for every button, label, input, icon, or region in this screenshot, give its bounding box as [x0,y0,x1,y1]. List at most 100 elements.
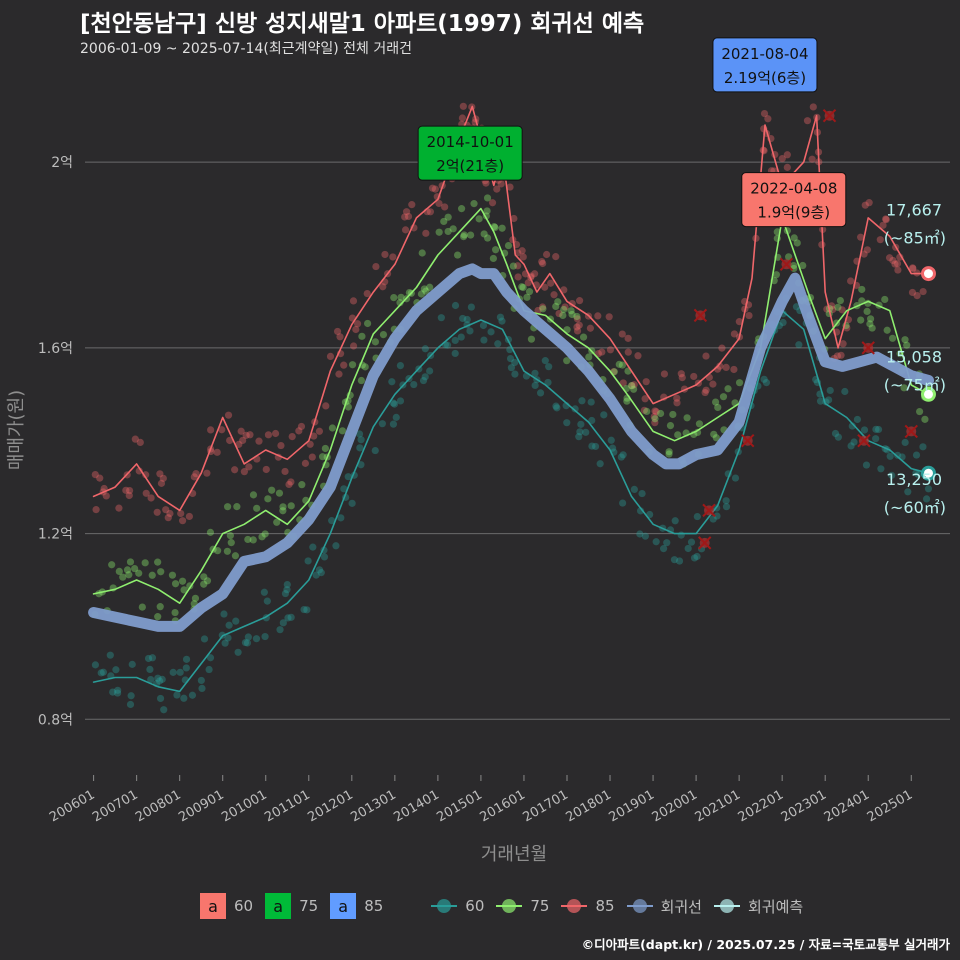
transaction-point [225,621,233,629]
transaction-point [160,706,168,714]
transaction-point [480,230,488,238]
transaction-point [860,426,869,434]
transaction-point [322,402,330,410]
transaction-point [304,557,312,565]
transaction-point [428,184,437,192]
transaction-point [919,443,927,451]
transaction-point [234,648,242,656]
transaction-point [168,571,177,579]
transaction-point [863,246,871,254]
transaction-point [675,557,684,565]
transaction-point [233,503,241,511]
transaction-point [607,436,615,444]
transaction-point [559,311,567,320]
transaction-point [578,397,586,405]
transaction-point [541,357,549,365]
transaction-point [687,538,696,546]
series-line-60 [92,309,930,693]
annotation-date: 2014-10-01 [427,133,514,151]
transaction-point [127,692,135,700]
transaction-point [182,664,190,672]
transaction-point [843,324,851,332]
transaction-point [273,518,281,526]
transaction-point [861,201,869,209]
transaction-point [488,199,497,207]
transaction-point [357,376,365,385]
transaction-point [245,463,253,471]
transaction-point [115,504,123,512]
transaction-point [460,233,468,241]
transaction-point [371,338,379,346]
transaction-point [328,424,337,432]
transaction-point [731,474,740,482]
transaction-point [816,397,825,405]
transaction-point [673,394,681,402]
transaction-point [493,185,501,193]
transaction-point [693,428,702,437]
transaction-point [531,270,539,278]
transaction-point [677,370,685,378]
current-price-value: 15,058 [886,347,942,366]
transaction-point [904,488,912,496]
cancel-x [779,257,794,271]
cancel-mark [857,434,871,448]
transaction-point [166,509,174,518]
transaction-point [283,580,291,589]
transaction-point [497,180,505,188]
legend-key-60-label: a [200,893,226,919]
transaction-point [841,387,849,396]
transaction-point [249,536,257,544]
transaction-point [519,253,527,261]
transaction-point [131,564,139,573]
transaction-point [483,194,492,202]
transaction-point [542,250,551,259]
transaction-point [587,398,595,406]
transaction-point [479,321,488,330]
transaction-point [444,227,452,236]
cancel-x [693,308,708,323]
transaction-point [156,470,164,478]
transaction-point [458,114,467,122]
transaction-point [155,677,164,685]
transaction-point [92,506,100,514]
transaction-point [252,635,261,643]
cancel-x [857,434,871,448]
transaction-point [237,427,245,435]
transaction-point [401,213,409,221]
transaction-point [828,302,836,310]
cancel-x [861,341,875,355]
transaction-point [760,109,769,118]
transaction-point [745,311,753,320]
transaction-point [539,305,547,313]
transaction-point [284,614,292,622]
transaction-point [531,381,539,390]
transaction-point [147,494,155,502]
transaction-point [190,473,198,481]
transaction-point [550,291,558,299]
transaction-point [112,666,120,674]
transaction-point [702,386,710,394]
max-annotation: 2022-04-08 1.9억(9층) [741,172,847,228]
transaction-point [874,425,883,434]
transaction-point [146,665,154,673]
transaction-point [310,432,318,440]
transaction-point [287,478,295,486]
transaction-point [839,340,847,348]
transaction-point [301,459,310,467]
transaction-point [883,326,891,334]
transaction-point [523,293,531,301]
transaction-point [279,507,287,515]
transaction-point [182,655,191,663]
transaction-point [877,465,885,473]
transaction-point [171,608,179,617]
transaction-point [511,358,519,367]
legend-label: 75 [530,897,550,915]
transaction-point [276,626,284,634]
transaction-point [660,370,669,378]
transaction-point [197,676,205,685]
transaction-point [356,444,364,452]
transaction-point [790,234,798,242]
transaction-point [318,453,327,461]
transaction-point [924,485,933,493]
